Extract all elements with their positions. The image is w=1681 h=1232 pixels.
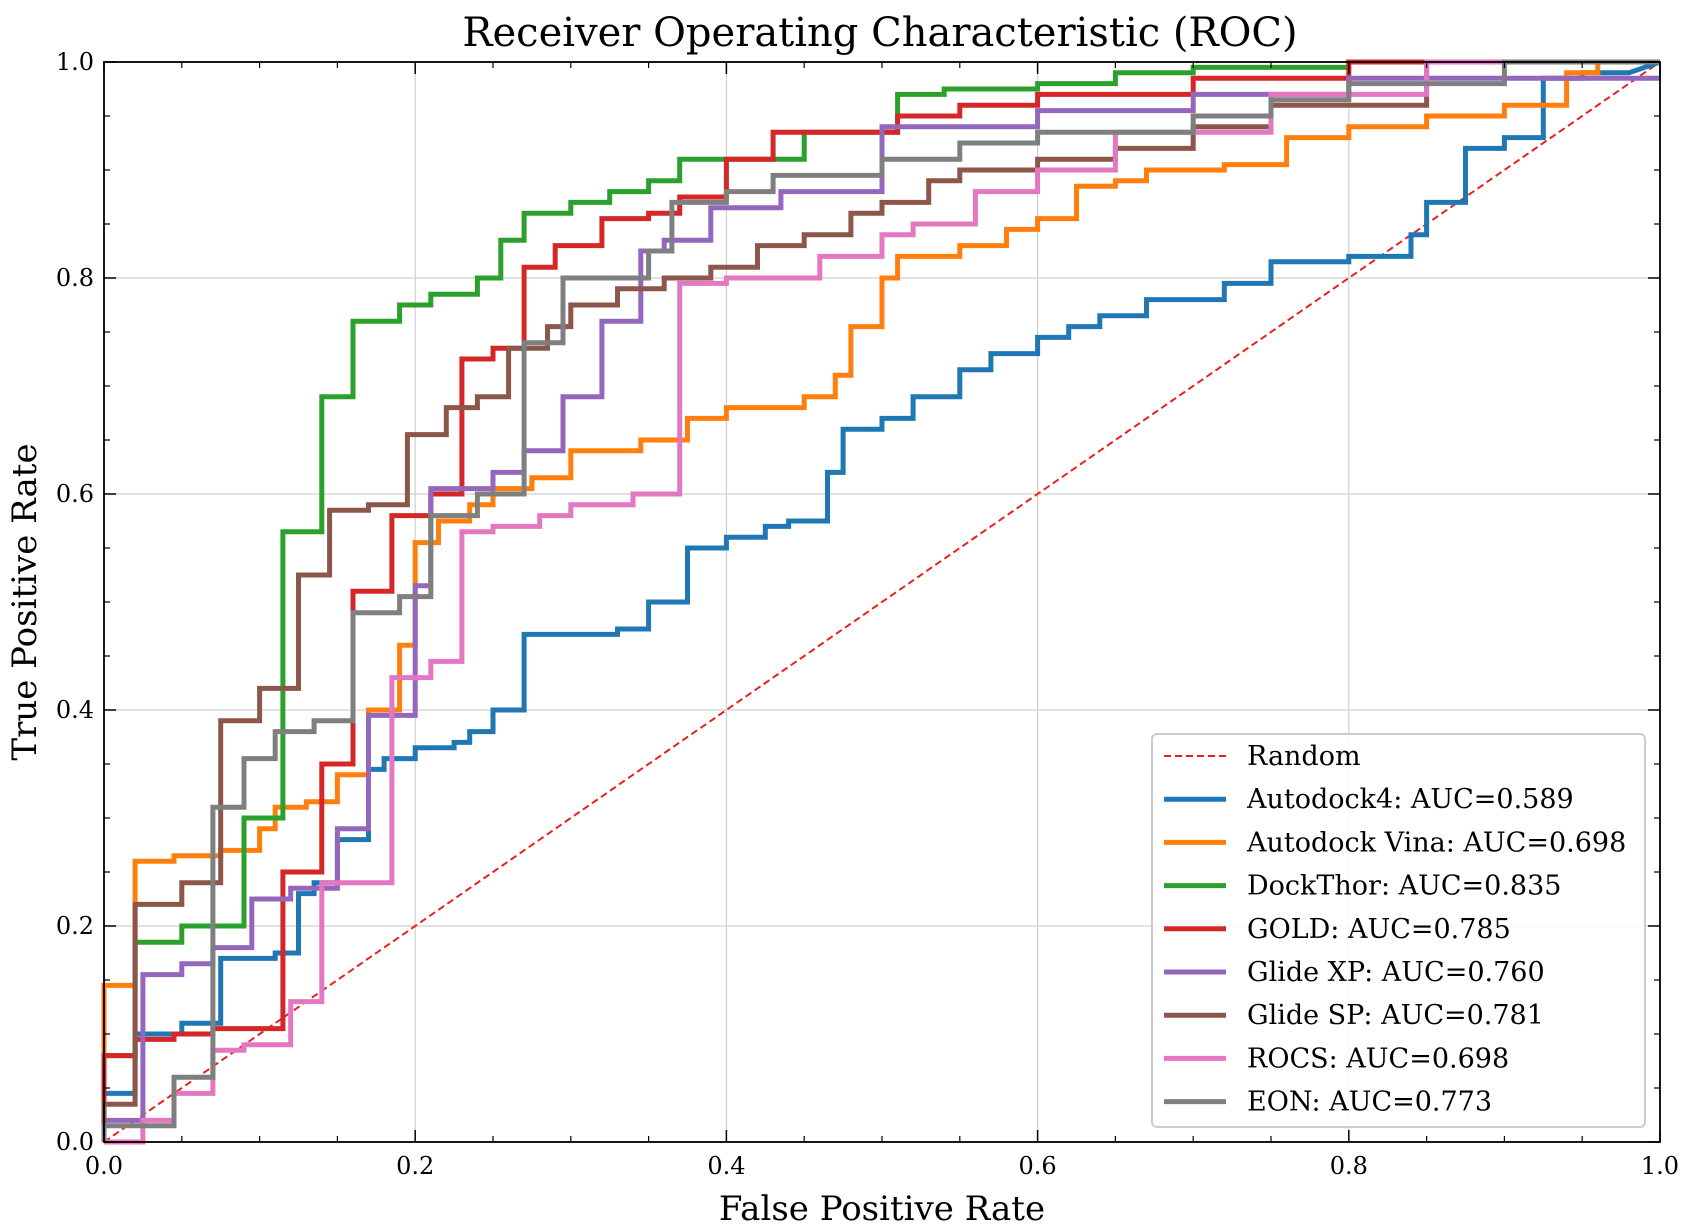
y-tick-label: 0.2 bbox=[56, 912, 94, 940]
chart-title: Receiver Operating Characteristic (ROC) bbox=[462, 10, 1297, 56]
legend-label-4: Glide XP: AUC=0.760 bbox=[1247, 957, 1545, 988]
legend-box bbox=[1151, 733, 1646, 1128]
series-line-5 bbox=[101, 59, 1660, 1142]
series-line-2 bbox=[101, 59, 1660, 1142]
legend-label-3: GOLD: AUC=0.785 bbox=[1247, 914, 1511, 945]
axis-tick-labels: 0.0 0.2 0.4 0.6 0.8 1.0 0.0 0.2 0.4 0.6 0.8 1.0 bbox=[56, 48, 1679, 1180]
x-axis-label: False Positive Rate bbox=[719, 1189, 1045, 1229]
legend-label-random: Random bbox=[1247, 741, 1361, 772]
legend-label-6: ROCS: AUC=0.698 bbox=[1247, 1043, 1509, 1074]
legend: Random Autodock4: AUC=0.589 Autodock Vina:… bbox=[1151, 733, 1646, 1128]
series-line-7 bbox=[101, 59, 1660, 1142]
y-tick-label: 0.6 bbox=[56, 480, 94, 508]
series-line-3 bbox=[101, 59, 1660, 1142]
y-tick-label: 0.8 bbox=[56, 264, 94, 292]
x-tick-label: 1.0 bbox=[1641, 1152, 1679, 1180]
x-tick-label: 0.0 bbox=[85, 1152, 123, 1180]
axis-ticks bbox=[103, 61, 1661, 1143]
legend-entries: Random Autodock4: AUC=0.589 Autodock Vina:… bbox=[1164, 741, 1626, 1118]
x-tick-label: 0.4 bbox=[707, 1152, 745, 1180]
x-tick-label: 0.6 bbox=[1019, 1152, 1057, 1180]
y-tick-label: 0.0 bbox=[56, 1128, 94, 1156]
x-tick-label: 0.2 bbox=[396, 1152, 434, 1180]
legend-label-0: Autodock4: AUC=0.589 bbox=[1246, 784, 1574, 815]
random-reference-line bbox=[103, 61, 1661, 1143]
x-tick-label: 0.8 bbox=[1330, 1152, 1368, 1180]
series-lines bbox=[101, 59, 1661, 1145]
series-line-6 bbox=[104, 59, 1660, 1145]
random-line bbox=[103, 61, 1661, 1143]
y-tick-label: 1.0 bbox=[56, 48, 94, 76]
legend-label-1: Autodock Vina: AUC=0.698 bbox=[1246, 827, 1626, 858]
series-line-1 bbox=[101, 59, 1660, 1142]
y-axis-label: True Positive Rate bbox=[5, 443, 45, 760]
legend-label-2: DockThor: AUC=0.835 bbox=[1247, 871, 1561, 902]
legend-label-5: Glide SP: AUC=0.781 bbox=[1247, 1000, 1544, 1031]
legend-label-7: EON: AUC=0.773 bbox=[1247, 1087, 1492, 1118]
y-tick-label: 0.4 bbox=[56, 696, 94, 724]
